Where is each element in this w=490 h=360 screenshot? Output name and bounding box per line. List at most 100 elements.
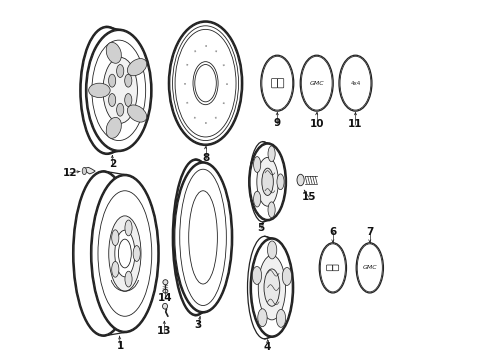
Ellipse shape [180, 169, 226, 306]
Text: c: c [184, 101, 189, 105]
Ellipse shape [103, 57, 137, 123]
Ellipse shape [86, 30, 152, 151]
Ellipse shape [250, 238, 294, 337]
Text: c: c [215, 47, 219, 51]
Ellipse shape [252, 266, 262, 284]
Ellipse shape [253, 157, 261, 172]
Ellipse shape [82, 167, 87, 175]
Ellipse shape [262, 56, 293, 110]
Ellipse shape [124, 94, 132, 107]
Ellipse shape [277, 174, 284, 190]
Ellipse shape [125, 220, 132, 236]
Text: c: c [181, 82, 185, 84]
Ellipse shape [109, 94, 116, 107]
Ellipse shape [80, 27, 134, 154]
Ellipse shape [109, 216, 141, 291]
Ellipse shape [195, 64, 216, 102]
Ellipse shape [268, 146, 275, 162]
Ellipse shape [73, 171, 134, 336]
Ellipse shape [81, 28, 133, 153]
Text: 3: 3 [195, 320, 202, 330]
Ellipse shape [173, 162, 232, 313]
Ellipse shape [117, 103, 124, 116]
Text: c: c [226, 82, 230, 84]
Ellipse shape [89, 83, 110, 98]
Text: 2: 2 [109, 159, 116, 169]
Ellipse shape [189, 191, 218, 284]
Text: c: c [222, 101, 227, 105]
Ellipse shape [175, 30, 236, 137]
Ellipse shape [92, 176, 158, 331]
Ellipse shape [251, 239, 293, 336]
Ellipse shape [249, 143, 286, 221]
Ellipse shape [319, 243, 346, 293]
Text: c: c [215, 115, 219, 120]
Text: c: c [222, 62, 227, 66]
Text: 15: 15 [301, 192, 316, 202]
Ellipse shape [258, 309, 267, 327]
Text: 9: 9 [274, 118, 281, 128]
Ellipse shape [261, 55, 294, 111]
Ellipse shape [253, 191, 261, 207]
Ellipse shape [133, 246, 140, 261]
Ellipse shape [193, 62, 218, 105]
Ellipse shape [74, 172, 133, 335]
Ellipse shape [340, 56, 371, 110]
Ellipse shape [247, 236, 282, 339]
Ellipse shape [173, 160, 218, 315]
Ellipse shape [262, 168, 273, 195]
Text: 6: 6 [329, 227, 337, 237]
Ellipse shape [169, 21, 243, 145]
Ellipse shape [297, 174, 304, 186]
Ellipse shape [125, 271, 132, 287]
Text: 4x4: 4x4 [350, 81, 361, 86]
Text: c: c [204, 42, 207, 46]
Ellipse shape [98, 191, 152, 316]
Polygon shape [84, 167, 95, 174]
Ellipse shape [172, 159, 219, 316]
Text: 10: 10 [310, 119, 324, 129]
Ellipse shape [117, 64, 124, 77]
Text: GMC: GMC [363, 265, 377, 270]
Ellipse shape [258, 255, 286, 320]
Text: 5: 5 [258, 224, 265, 233]
Ellipse shape [106, 117, 122, 138]
Text: c: c [184, 62, 189, 66]
Ellipse shape [119, 239, 131, 268]
Text: GMC: GMC [309, 81, 324, 86]
Ellipse shape [170, 22, 242, 144]
Text: 8: 8 [202, 153, 209, 163]
Ellipse shape [250, 144, 285, 220]
Ellipse shape [127, 105, 147, 122]
Ellipse shape [257, 157, 278, 206]
Ellipse shape [276, 309, 286, 327]
Text: 14: 14 [158, 293, 172, 303]
Text: 11: 11 [348, 119, 363, 129]
Text: 4: 4 [264, 342, 271, 352]
Text: c: c [204, 121, 207, 125]
Ellipse shape [249, 141, 276, 222]
Ellipse shape [264, 269, 280, 306]
Text: c: c [193, 115, 196, 120]
Ellipse shape [300, 55, 333, 111]
Ellipse shape [92, 40, 146, 140]
Text: 1: 1 [117, 341, 124, 351]
Ellipse shape [356, 243, 383, 293]
Ellipse shape [175, 163, 231, 312]
Ellipse shape [91, 175, 159, 332]
Text: 13: 13 [157, 325, 171, 336]
Text: 12: 12 [63, 168, 77, 178]
Ellipse shape [268, 202, 275, 218]
Ellipse shape [339, 55, 372, 111]
Ellipse shape [163, 280, 168, 285]
Ellipse shape [357, 244, 382, 292]
Ellipse shape [127, 59, 147, 76]
Ellipse shape [124, 74, 132, 87]
Ellipse shape [106, 42, 122, 63]
Ellipse shape [282, 267, 292, 285]
Ellipse shape [320, 244, 345, 292]
Ellipse shape [112, 230, 119, 246]
Ellipse shape [115, 230, 135, 277]
Ellipse shape [172, 26, 239, 140]
Ellipse shape [112, 261, 119, 277]
